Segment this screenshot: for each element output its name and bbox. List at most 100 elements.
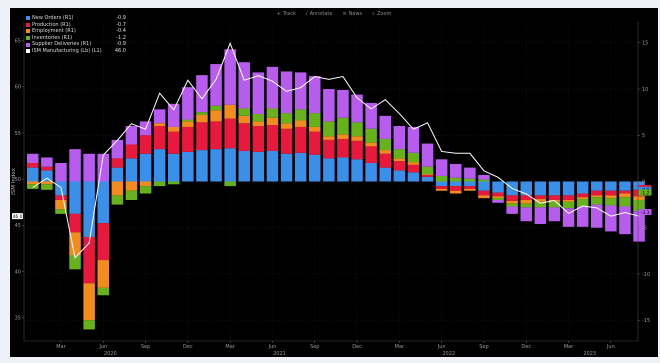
bar-segment bbox=[266, 117, 279, 126]
news-button[interactable]: ≡ News bbox=[342, 11, 362, 17]
bar-segment bbox=[365, 128, 377, 143]
bar-segment bbox=[506, 203, 518, 207]
legend-item-new-orders[interactable]: New Orders (R1) -0.9 bbox=[26, 15, 126, 22]
crosshair-icon: + bbox=[276, 11, 281, 17]
bar-segment bbox=[210, 149, 222, 182]
bar-segment bbox=[139, 181, 152, 187]
bar-segment bbox=[27, 167, 39, 182]
bar-segment bbox=[548, 207, 561, 222]
left-tick-label: 60 bbox=[15, 85, 21, 91]
bar-segment bbox=[309, 113, 321, 127]
bar-segment bbox=[280, 113, 293, 124]
x-tick-label: Dec bbox=[352, 344, 362, 350]
bar-segment bbox=[280, 71, 293, 114]
bar-segment bbox=[351, 136, 363, 141]
bar-segment bbox=[379, 138, 391, 151]
value-tag bbox=[12, 213, 23, 220]
x-tick-label: Jun bbox=[98, 344, 107, 350]
bar-segment bbox=[323, 139, 335, 159]
bar-segment bbox=[210, 105, 222, 111]
legend-label: New Orders (R1) bbox=[32, 15, 74, 21]
bar-segment bbox=[548, 201, 561, 208]
bar-segment bbox=[605, 195, 617, 199]
bar-segment bbox=[421, 174, 434, 176]
bar-segment bbox=[125, 190, 138, 200]
bar-segment bbox=[111, 195, 124, 205]
bar-segment bbox=[168, 126, 180, 132]
track-label: Track bbox=[282, 11, 296, 17]
bar-segment bbox=[591, 190, 603, 196]
bar-segment bbox=[266, 108, 279, 118]
bar-segment bbox=[309, 154, 321, 182]
legend-swatch bbox=[26, 42, 30, 47]
bar-segment bbox=[435, 175, 448, 182]
bar-segment bbox=[520, 181, 532, 196]
bar-segment bbox=[562, 201, 575, 209]
bar-segment bbox=[266, 125, 279, 151]
x-tick-label: Sep bbox=[141, 344, 150, 350]
x-tick-label: Jun bbox=[268, 344, 277, 350]
bar-segment bbox=[252, 126, 265, 152]
bar-segment bbox=[41, 166, 53, 171]
bar-segment bbox=[520, 203, 532, 208]
bar-segment bbox=[182, 151, 194, 182]
x-tick-label: Mar bbox=[56, 344, 66, 350]
bar-segment bbox=[266, 66, 279, 109]
bar-segment bbox=[196, 122, 208, 151]
bar-segment bbox=[450, 186, 462, 191]
bar-segment bbox=[506, 200, 518, 204]
bar-segment bbox=[252, 121, 265, 127]
legend-item-production[interactable]: Production (R1) -0.7 bbox=[26, 22, 126, 29]
bar-segment bbox=[83, 283, 95, 321]
bar-segment bbox=[97, 260, 109, 288]
bar-segment bbox=[591, 195, 603, 198]
legend-item-supplier-deliveries[interactable]: Supplier Deliveries (R1) -0.9 bbox=[26, 41, 126, 48]
bar-segment bbox=[238, 115, 250, 124]
news-label: News bbox=[348, 11, 363, 17]
bar-segment bbox=[478, 181, 490, 191]
annotate-button[interactable]: / Annotate bbox=[306, 11, 333, 17]
bar-segment bbox=[196, 114, 208, 123]
legend-item-ism-manufacturing[interactable]: ISM Manufacturing (Lb) (L1) 46.0 bbox=[26, 48, 126, 55]
bar-segment bbox=[294, 126, 307, 153]
bar-segment bbox=[224, 49, 236, 105]
bar-segment bbox=[55, 195, 67, 200]
bar-segment bbox=[294, 120, 307, 127]
bar-segment bbox=[365, 142, 377, 147]
bar-segment bbox=[435, 186, 448, 189]
legend-swatch bbox=[26, 49, 30, 54]
legend-value: -0.9 bbox=[116, 15, 126, 21]
bar-segment bbox=[534, 201, 547, 208]
bar-segment bbox=[323, 89, 335, 122]
x-tick-label: Dec bbox=[183, 344, 193, 350]
bar-segment bbox=[534, 181, 547, 196]
bar-segment bbox=[224, 118, 236, 149]
bar-segment bbox=[421, 175, 434, 177]
bar-segment bbox=[464, 186, 476, 189]
bar-segment bbox=[323, 136, 335, 140]
legend-item-inventories[interactable]: Inventories (R1) -1.2 bbox=[26, 35, 126, 42]
bar-segment bbox=[182, 119, 194, 122]
bar-segment bbox=[153, 149, 166, 182]
bar-segment bbox=[562, 208, 575, 227]
legend-item-employment[interactable]: Employment (R1) -0.4 bbox=[26, 28, 126, 35]
legend-value: -1.2 bbox=[116, 34, 126, 41]
right-tick-label: -5 bbox=[642, 226, 647, 232]
bar-segment bbox=[97, 181, 109, 224]
bar-segment bbox=[294, 72, 307, 110]
bar-segment bbox=[407, 126, 420, 153]
bar-segment bbox=[27, 181, 39, 185]
bar-segment bbox=[464, 178, 476, 182]
bar-segment bbox=[464, 181, 476, 187]
track-button[interactable]: + Track bbox=[277, 11, 296, 17]
bar-segment bbox=[435, 181, 448, 187]
bar-segment bbox=[421, 176, 434, 182]
ism-chart: 35 40 45 50 55 60 65 -15 -10 -5 0 5 10 15 Mar Jun Sep Dec… bbox=[11, 22, 652, 357]
legend-label: ISM Manufacturing (Lb) (L1) bbox=[32, 47, 102, 54]
legend-label: Employment (R1) bbox=[32, 28, 76, 35]
bar-segment bbox=[407, 172, 420, 182]
zoom-button[interactable]: ⌕ Zoom bbox=[372, 11, 391, 17]
bar-segment bbox=[450, 177, 462, 182]
bar-segment bbox=[478, 190, 490, 196]
bar-segment bbox=[97, 223, 109, 261]
